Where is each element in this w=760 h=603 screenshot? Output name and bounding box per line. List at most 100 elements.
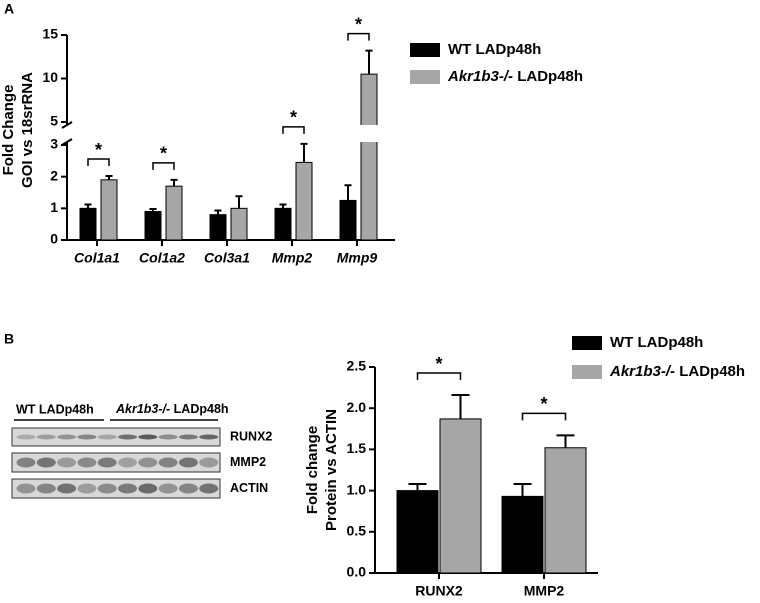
bar — [165, 185, 183, 241]
blot-band — [16, 457, 36, 468]
significance-label: * — [435, 354, 442, 374]
y-tick-label: 1 — [50, 199, 58, 215]
significance-bracket — [416, 372, 462, 381]
legend-swatch — [572, 336, 602, 350]
legend-swatch — [410, 70, 440, 84]
y-tick-label: 3 — [50, 136, 58, 152]
panel-label: B — [4, 331, 14, 347]
chart: B Fold change Protein vs ACTIN 0.0 0.5 1.0 1.5… — [4, 331, 745, 599]
blot-band — [138, 483, 158, 494]
y-axis-label-line: Protein vs ACTIN — [323, 409, 340, 531]
blot-band-label: MMP2 — [230, 455, 266, 469]
significance-bracket — [347, 32, 370, 41]
blot-band — [36, 483, 56, 494]
blot-band — [16, 483, 36, 494]
y-tick-label: 1.0 — [347, 481, 367, 497]
significance-bracket — [87, 158, 110, 167]
blot-band — [97, 434, 117, 440]
error-bar — [513, 483, 532, 497]
blot-band — [158, 483, 178, 494]
legend-swatch — [410, 43, 440, 57]
significance-label: * — [290, 108, 297, 128]
blot-band — [158, 434, 178, 440]
bar — [295, 161, 313, 241]
blot-band-label: RUNX2 — [230, 429, 272, 443]
bar — [501, 495, 544, 574]
blot-band — [36, 434, 56, 440]
error-bar — [214, 209, 222, 215]
blot-group-label: Akr1b3-/- LADp48h — [115, 402, 229, 416]
legend-label: WT LADp48h — [610, 334, 703, 351]
y-axis-label: Fold Change GOI vs 18srRNA — [0, 72, 36, 188]
x-tick-label: Col1a2 — [139, 250, 185, 266]
blot-band-label: ACTIN — [230, 481, 268, 495]
blot-band — [97, 457, 117, 468]
legend-label: Akr1b3-/- LADp48h — [447, 68, 583, 85]
y-axis-label: Fold change Protein vs ACTIN — [304, 409, 340, 531]
y-axis-label-line: Fold change — [304, 426, 321, 514]
error-bar — [149, 207, 157, 212]
blot-band — [97, 483, 117, 494]
significance-label: * — [540, 394, 547, 414]
error-bar — [235, 195, 243, 209]
blot-band — [178, 434, 198, 440]
bar — [274, 207, 292, 241]
significance-label: * — [355, 14, 362, 34]
error-bar — [170, 178, 178, 187]
blot-band — [178, 483, 198, 494]
y-tick-label: 15 — [42, 26, 58, 42]
x-tick-label: Col1a1 — [74, 250, 120, 266]
blot-band — [138, 434, 158, 440]
panel-label: A — [4, 1, 14, 17]
y-tick-label: 0.0 — [347, 564, 367, 580]
blot-band — [16, 434, 36, 440]
blot-band — [118, 434, 137, 440]
error-bar — [408, 483, 427, 491]
significance-bracket — [521, 412, 567, 421]
bar — [360, 73, 378, 241]
error-bar — [84, 203, 92, 209]
blot-band — [118, 457, 137, 468]
blot-band — [57, 434, 77, 440]
y-tick-label: 1.5 — [347, 440, 367, 456]
blot-band — [199, 483, 219, 494]
y-tick-label: 2 — [50, 167, 58, 183]
legend-label: WT LADp48h — [448, 41, 541, 58]
bar — [79, 207, 97, 241]
x-tick-label: RUNX2 — [415, 583, 463, 598]
legend-label: Akr1b3-/- LADp48h — [609, 363, 745, 380]
blot-band — [57, 457, 77, 468]
bar — [396, 490, 439, 574]
error-bar — [556, 434, 575, 448]
axis-break — [61, 121, 73, 129]
y-axis-label-line: GOI vs 18srRNA — [19, 72, 36, 188]
bar — [544, 447, 587, 574]
blot-strip — [11, 427, 221, 447]
blot-band — [199, 434, 219, 440]
legend-swatch — [572, 365, 602, 379]
blot-band — [77, 483, 97, 494]
chart: A Fold Change GOI vs 18srRNA 0 1 2 3 5 10 15 Col1a… — [0, 1, 583, 266]
bar — [439, 418, 482, 574]
significance-bracket — [152, 162, 175, 170]
bar — [209, 214, 227, 241]
blot-band — [77, 457, 97, 468]
y-tick-label: 2.0 — [347, 399, 367, 415]
x-tick-label: Mmp9 — [337, 250, 378, 266]
blot-band — [199, 457, 219, 468]
x-tick-label: Mmp2 — [272, 250, 313, 266]
y-axis-label-line: Fold Change — [0, 85, 17, 176]
error-bar — [344, 184, 352, 201]
x-tick-label: Col3a1 — [204, 250, 250, 266]
y-tick-label: 5 — [50, 113, 58, 129]
blot-band — [36, 457, 56, 468]
blot-band — [77, 434, 97, 440]
y-tick-label: 0 — [50, 231, 58, 247]
error-bar — [451, 394, 470, 419]
bar — [230, 207, 248, 241]
axis-break-gap — [359, 125, 379, 142]
error-bar — [279, 203, 287, 209]
significance-label: * — [160, 144, 167, 164]
